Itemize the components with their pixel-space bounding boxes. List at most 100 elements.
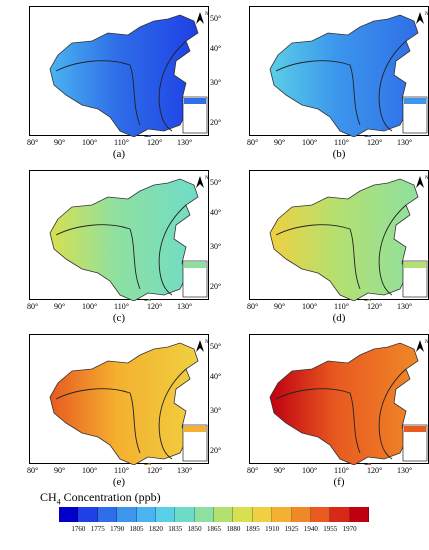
lon-tick-label: 120° <box>367 138 383 147</box>
colorbar-tick-label: 1805 <box>129 525 144 533</box>
lon-tick-label: 120° <box>147 302 163 311</box>
map-svg: N <box>269 176 429 301</box>
colorbar-tick-label: 1865 <box>207 525 221 533</box>
map-panel: N <box>29 6 209 137</box>
north-arrow-label: N <box>205 340 209 345</box>
hainan-island <box>143 462 151 465</box>
hainan-island <box>363 298 371 301</box>
map-svg: N <box>269 340 429 465</box>
colorbar-swatch <box>59 507 79 522</box>
colorbar-tick-label: 1790 <box>110 525 125 533</box>
division-line <box>55 388 141 454</box>
lon-tick-label: 80° <box>247 302 259 311</box>
colorbar-title-sub: 4 <box>56 497 61 507</box>
china-outline <box>49 14 199 137</box>
colorbar-swatch <box>155 507 176 522</box>
division-line <box>158 40 187 132</box>
lat-tick-label: 30° <box>210 242 222 251</box>
division-line <box>158 204 187 296</box>
north-arrow-label: N <box>205 12 209 17</box>
colorbar-swatch <box>136 507 156 522</box>
map-panel: N <box>249 334 429 465</box>
division-line <box>275 60 361 126</box>
lon-tick-label: 130° <box>397 302 413 311</box>
lon-tick-label: 110° <box>114 138 129 147</box>
lon-tick-label: 90° <box>274 466 286 475</box>
lon-tick-label: 100° <box>302 302 318 311</box>
north-arrow-label: N <box>425 340 429 345</box>
lon-tick-label: 80° <box>27 302 39 311</box>
north-arrow-icon <box>196 176 204 188</box>
china-outline <box>269 14 419 137</box>
lon-tick-label: 80° <box>247 466 259 475</box>
lon-tick-label: 110° <box>334 302 349 311</box>
colorbar-title-rest: Concentration (ppb) <box>60 490 161 504</box>
lon-tick-label: 130° <box>177 138 193 147</box>
map-panel: N <box>29 334 209 465</box>
colorbar-tick-label: 1910 <box>265 525 280 533</box>
colorbar-swatch <box>272 507 292 522</box>
map-panel: N <box>29 170 209 301</box>
lat-tick-label: 50° <box>210 342 222 351</box>
inset-coast <box>184 426 206 432</box>
inset-coast <box>184 98 206 104</box>
lat-tick-label: 20° <box>210 118 222 127</box>
lon-tick-label: 130° <box>177 302 193 311</box>
lon-tick-label: 120° <box>147 466 163 475</box>
panel-label: (e) <box>112 476 126 488</box>
colorbar-swatch <box>97 507 118 522</box>
colorbar-swatch <box>214 507 234 522</box>
lon-tick-label: 100° <box>82 466 98 475</box>
panel-label: (f) <box>333 476 345 488</box>
hainan-island <box>363 134 371 137</box>
lon-tick-label: 130° <box>397 138 413 147</box>
lat-tick-label: 20° <box>210 446 222 455</box>
colorbar-swatch <box>330 507 350 522</box>
colorbar-swatch <box>252 507 273 522</box>
colorbar-swatch <box>117 507 137 522</box>
division-line <box>378 368 407 460</box>
lon-tick-label: 80° <box>27 466 39 475</box>
lon-tick-label: 130° <box>397 466 413 475</box>
colorbar-swatch <box>349 507 369 522</box>
north-arrow-icon <box>416 176 424 188</box>
lon-tick-label: 100° <box>302 466 318 475</box>
colorbar-tick-label: 1835 <box>168 525 183 533</box>
map-panel: N <box>249 170 429 301</box>
lat-tick-label: 40° <box>210 372 222 381</box>
colorbar-swatch <box>175 507 195 522</box>
colorbar-tick-label: 1820 <box>148 525 163 533</box>
north-arrow-icon <box>196 340 204 352</box>
colorbar-tick-label: 1850 <box>187 525 202 533</box>
colorbar-tick-label: 1775 <box>90 525 105 533</box>
map-svg: N <box>49 176 209 301</box>
north-arrow-label: N <box>425 12 429 17</box>
map-svg: N <box>49 340 209 465</box>
north-arrow-label: N <box>425 176 429 181</box>
division-line <box>55 224 141 290</box>
map-svg: N <box>49 12 209 137</box>
division-line <box>275 224 361 290</box>
lon-tick-label: 90° <box>274 302 286 311</box>
colorbar-swatch <box>310 507 331 522</box>
division-line <box>378 204 407 296</box>
colorbar-tick-label: 1940 <box>303 525 318 533</box>
division-line <box>275 388 361 454</box>
inset-coast <box>404 262 426 268</box>
north-arrow-icon <box>416 12 424 24</box>
lon-tick-label: 120° <box>147 138 163 147</box>
inset-coast <box>404 98 426 104</box>
division-line <box>55 60 141 126</box>
colorbar <box>59 507 369 522</box>
lon-tick-label: 110° <box>114 466 129 475</box>
china-outline <box>269 178 419 301</box>
colorbar-tick-label: 1925 <box>284 525 299 533</box>
north-arrow-icon <box>416 340 424 352</box>
hainan-island <box>143 298 151 301</box>
inset-coast <box>404 426 426 432</box>
lon-tick-label: 110° <box>114 302 129 311</box>
lat-tick-label: 20° <box>210 282 222 291</box>
colorbar-tick-label: 1970 <box>342 525 357 533</box>
division-line <box>158 368 187 460</box>
panel-label: (a) <box>112 148 126 160</box>
